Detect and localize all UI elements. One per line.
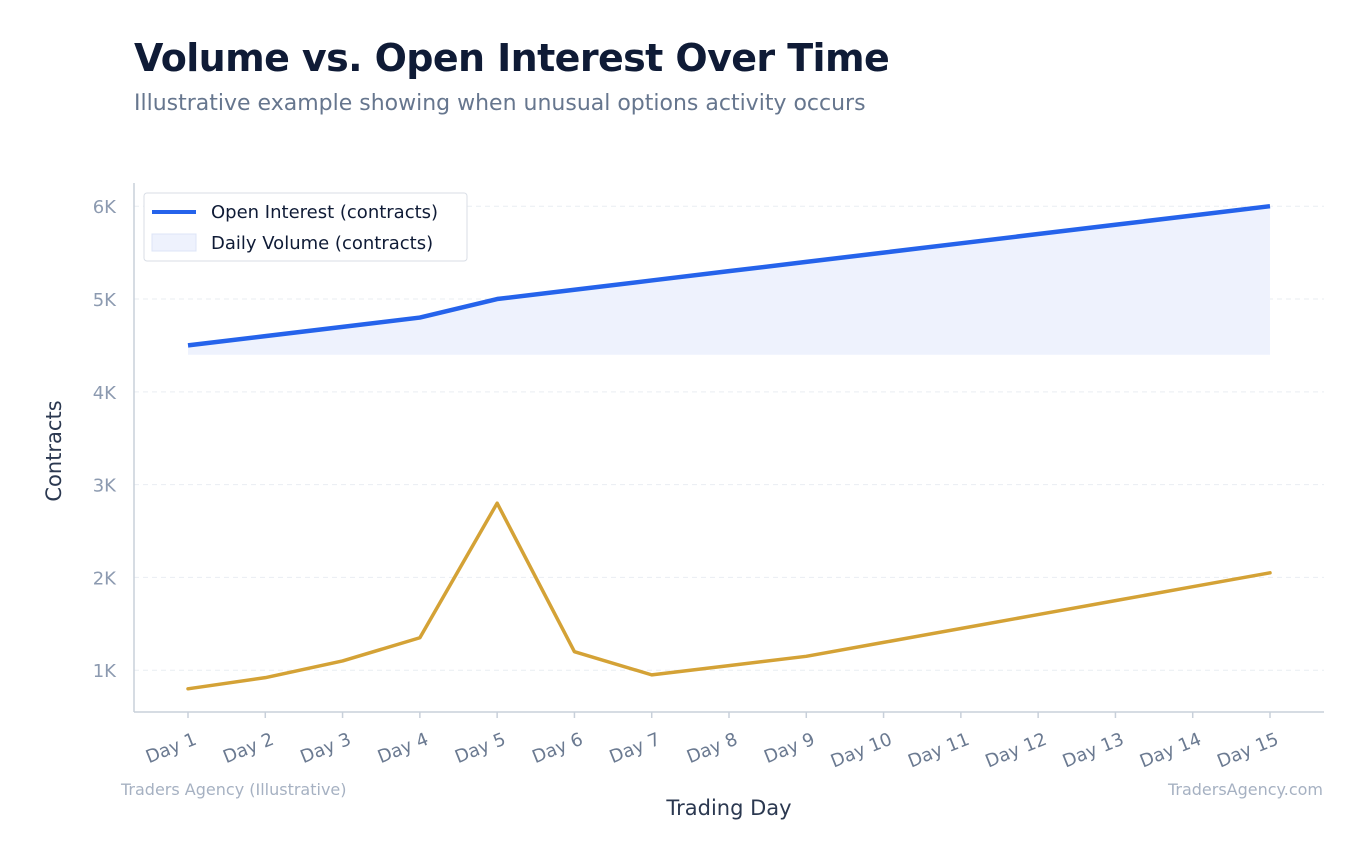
y-tick-label: 6K (93, 197, 117, 218)
legend-box (143, 192, 468, 262)
x-tick-label: Day 15 (1214, 729, 1281, 773)
open-interest-fill-area (188, 206, 1270, 355)
legend-daily-volume-swatch (151, 233, 197, 252)
y-tick-labels: 1K 2K 3K 4K 5K 6K (93, 197, 117, 682)
x-tick-label: Day 4 (375, 729, 432, 768)
chart-title: Volume vs. Open Interest Over Time (134, 36, 890, 80)
y-axis-label: Contracts (42, 400, 66, 501)
y-tick-label: 5K (93, 290, 117, 311)
x-tick-label: Day 5 (452, 729, 509, 768)
x-tick-labels: Day 1 Day 2 Day 3 Day 4 Day 5 Day 6 Day 7 Day 8… (143, 729, 1282, 773)
footer-credit-right: TradersAgency.com (1167, 780, 1323, 799)
x-tick-label: Day 12 (982, 729, 1049, 773)
legend-open-interest-label: Open Interest (contracts) (211, 202, 438, 223)
x-axis-label: Trading Day (665, 796, 791, 820)
x-tick-label: Day 8 (684, 729, 741, 768)
x-tick-label: Day 14 (1137, 729, 1204, 773)
open-interest-fill-layer (188, 206, 1270, 355)
footer-credit-left: Traders Agency (Illustrative) (120, 780, 347, 799)
daily-volume-line (186, 501, 1272, 691)
y-tick-label: 3K (93, 476, 117, 497)
y-tick-label: 2K (93, 568, 117, 589)
x-tick-label: Day 3 (297, 729, 354, 768)
legend-daily-volume-label: Daily Volume (contracts) (211, 233, 433, 254)
open-interest-line (187, 203, 1271, 348)
x-tick-label: Day 7 (607, 729, 664, 768)
series-lines (186, 203, 1272, 691)
y-tick-label: 1K (93, 661, 117, 682)
axes (133, 183, 1324, 718)
x-tick-label: Day 6 (529, 729, 586, 768)
x-tick-label: Day 10 (828, 729, 895, 773)
x-tick-label: Day 2 (220, 729, 277, 768)
y-tick-label: 4K (93, 383, 117, 404)
x-tick-label: Day 1 (143, 729, 200, 768)
x-tick-label: Day 11 (905, 729, 972, 773)
legend: Open Interest (contracts) Daily Volume (… (143, 192, 468, 262)
x-tick-label: Day 9 (761, 729, 818, 768)
chart-subtitle: Illustrative example showing when unusua… (134, 91, 866, 116)
x-tick-label: Day 13 (1060, 729, 1127, 773)
